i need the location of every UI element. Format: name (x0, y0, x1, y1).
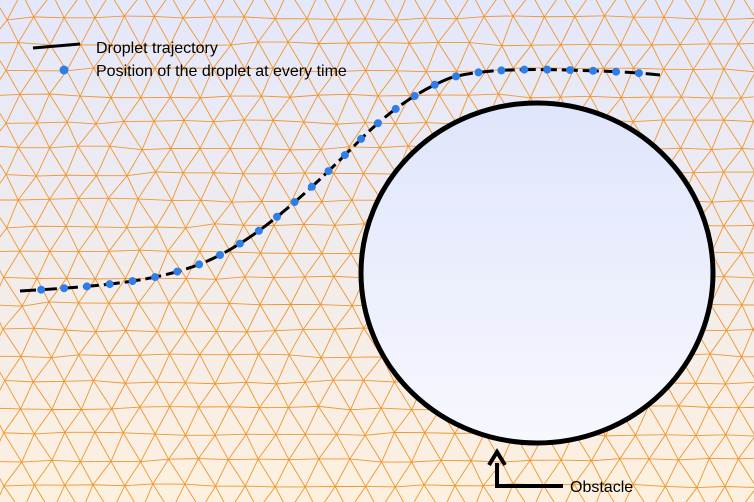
droplet-position-dot (373, 119, 382, 128)
obstacle-annotation: Obstacle (487, 448, 633, 496)
droplet-position-dot (474, 68, 483, 77)
droplet-position-dot (430, 80, 439, 89)
droplet-position-dot (254, 226, 263, 235)
droplet-position-dot (391, 104, 400, 113)
legend-position-label: Position of the droplet at every time (96, 63, 347, 80)
droplet-position-dot (410, 92, 419, 100)
droplet-position-dot (566, 66, 575, 75)
droplet-position-dot (612, 67, 620, 76)
legend-trajectory-label: Droplet trajectory (96, 40, 218, 57)
droplet-position-dot (357, 134, 366, 143)
droplet-position-dot (543, 65, 552, 74)
droplet-position-dot (173, 267, 182, 276)
droplet-positions (37, 65, 643, 294)
droplet-position-dot (151, 273, 160, 282)
droplet-position-dot (235, 239, 244, 248)
droplet-position-dot (340, 151, 349, 160)
droplet-position-dot (290, 198, 299, 207)
droplet-position-dot (60, 284, 69, 293)
droplet-position-dot (307, 182, 316, 191)
obstacle-pointer-line (495, 463, 563, 488)
droplet-position-dot (324, 167, 333, 176)
droplet-position-dot (520, 65, 529, 74)
droplet-trajectory-line (19, 68, 661, 293)
legend: Droplet trajectory Position of the dropl… (32, 40, 347, 80)
legend-trajectory-swatch (32, 42, 81, 50)
droplet-position-dot (105, 280, 114, 289)
droplet-position-dot (128, 277, 137, 286)
droplet-position-dot (452, 72, 460, 81)
droplet-position-dot (216, 251, 224, 259)
obstacle-label: Obstacle (570, 479, 633, 496)
droplet-position-dot (37, 285, 46, 294)
obstacle-circle (358, 100, 716, 446)
droplet-position-dot (273, 212, 281, 221)
droplet-position-dot (589, 66, 598, 75)
arrow-up-icon (487, 448, 507, 467)
droplet-position-dot (82, 282, 91, 291)
legend-droplet-swatch (59, 65, 69, 75)
droplet-position-dot (195, 260, 204, 269)
droplet-position-dot (634, 69, 643, 78)
droplet-position-dot (497, 66, 506, 75)
